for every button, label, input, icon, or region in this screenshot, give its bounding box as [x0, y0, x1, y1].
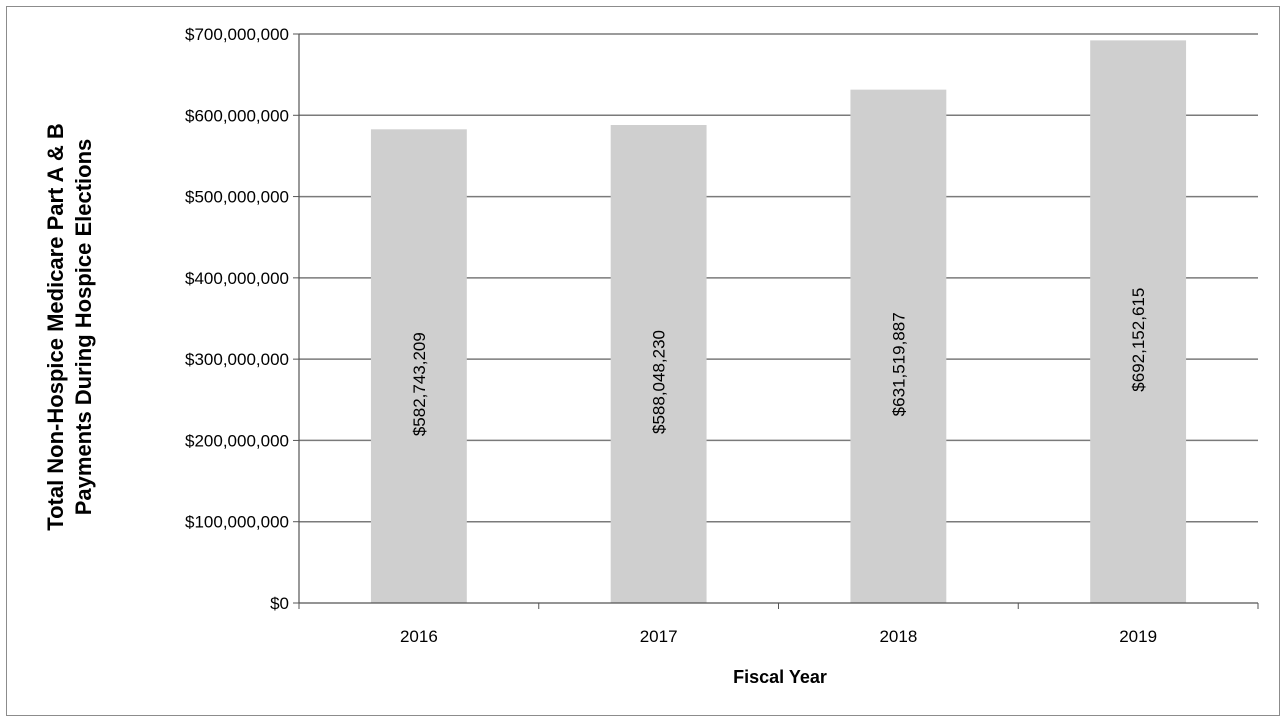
x-tick-label: 2019	[1119, 627, 1157, 646]
y-tick-label: $100,000,000	[185, 513, 289, 532]
y-tick-label: $200,000,000	[185, 431, 289, 450]
y-tick-label: $0	[270, 594, 289, 613]
y-tick-label: $500,000,000	[185, 188, 289, 207]
bar-2019	[1090, 40, 1187, 604]
data-label: $582,743,209	[410, 332, 429, 436]
bar-2017	[610, 125, 707, 603]
y-tick-label: $600,000,000	[185, 106, 289, 125]
data-labels: $582,743,209 $588,048,230 $631,519,887 $692…	[410, 288, 1148, 436]
axes	[293, 33, 1259, 609]
y-tick-labels: $0 $100,000,000 $200,000,000 $300,000,000 $4…	[185, 25, 289, 613]
data-label: $631,519,887	[889, 312, 908, 416]
x-tick-label: 2016	[400, 627, 438, 646]
y-tick-label: $700,000,000	[185, 25, 289, 44]
y-tick-label: $400,000,000	[185, 269, 289, 288]
x-tick-label: 2017	[640, 627, 678, 646]
x-tick-labels: 2016 2017 2018 2019	[400, 627, 1157, 646]
x-axis-title: Fiscal Year	[733, 667, 827, 687]
y-axis-title-line-1: Total Non-Hospice Medicare Part A & B	[43, 123, 68, 530]
bar-2016	[370, 129, 467, 603]
y-tick-label: $300,000,000	[185, 350, 289, 369]
data-label: $692,152,615	[1129, 288, 1148, 392]
data-label: $588,048,230	[650, 330, 669, 434]
bar-2018	[850, 89, 947, 603]
y-axis-title-line-2: Payments During Hospice Elections	[71, 139, 96, 516]
bars	[370, 40, 1187, 604]
x-tick-label: 2018	[879, 627, 917, 646]
